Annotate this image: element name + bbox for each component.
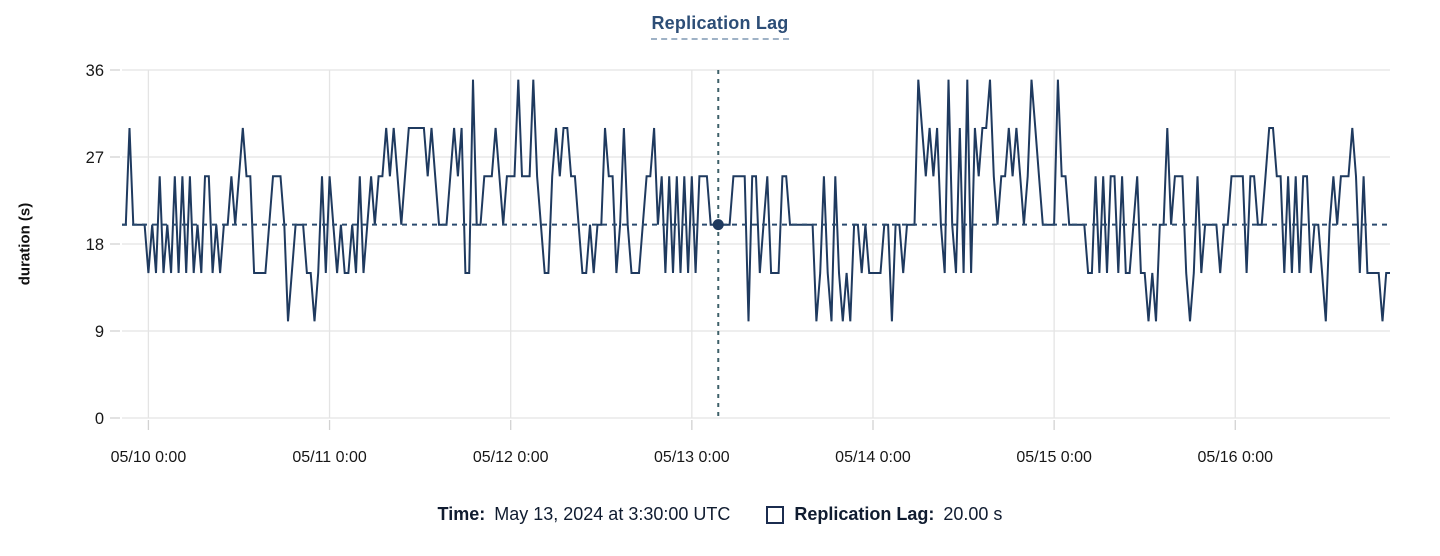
series-value: 20.00 s xyxy=(943,504,1003,524)
time-label: Time: xyxy=(437,504,486,524)
x-tick-label: 05/12 0:00 xyxy=(473,449,549,466)
time-value: May 13, 2024 at 3:30:00 UTC xyxy=(494,504,731,524)
series-line[interactable] xyxy=(122,79,1390,322)
y-tick-label: 36 xyxy=(86,62,104,80)
x-tick-label: 05/16 0:00 xyxy=(1197,449,1273,466)
panel-title[interactable]: Replication Lag xyxy=(651,13,789,40)
x-tick-label: 05/11 0:00 xyxy=(292,449,367,466)
x-tick-label: 05/13 0:00 xyxy=(654,449,730,466)
panel-title-row: Replication Lag xyxy=(0,13,1440,40)
y-tick-label: 27 xyxy=(86,149,104,167)
y-tick-label: 18 xyxy=(86,236,104,254)
series-label: Replication Lag: xyxy=(794,504,935,524)
tooltip-time-group: Time: May 13, 2024 at 3:30:00 UTC xyxy=(438,504,731,525)
legend-item-replication-lag[interactable]: Replication Lag: 20.00 s xyxy=(766,504,1002,525)
tooltip-bar: Time: May 13, 2024 at 3:30:00 UTC Replic… xyxy=(0,504,1440,525)
x-tick-label: 05/14 0:00 xyxy=(835,449,911,466)
x-tick-label: 05/15 0:00 xyxy=(1016,449,1092,466)
y-tick-label: 0 xyxy=(95,410,104,428)
y-tick-label: 9 xyxy=(95,323,104,341)
series-swatch-square-icon xyxy=(766,505,785,524)
crosshair-dot xyxy=(712,219,724,231)
x-tick-label: 05/10 0:00 xyxy=(111,449,187,466)
